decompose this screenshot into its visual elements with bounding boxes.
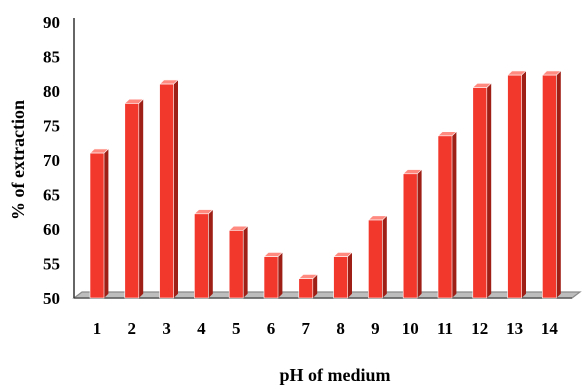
y-tick-label: 65 xyxy=(43,186,60,205)
bar-side xyxy=(417,169,422,298)
x-tick-label: 11 xyxy=(437,319,453,338)
bar-front xyxy=(333,256,348,299)
x-tick-label: 3 xyxy=(162,319,171,338)
bar-side xyxy=(347,252,352,298)
bar-side xyxy=(278,252,283,298)
bar xyxy=(506,70,527,299)
x-tick-label: 2 xyxy=(128,319,137,338)
x-tick-label: 7 xyxy=(302,319,311,338)
y-tick-label: 70 xyxy=(43,151,60,170)
x-tick-label: 1 xyxy=(93,319,102,338)
bar-side xyxy=(138,99,144,298)
x-tick-label: 13 xyxy=(506,319,523,338)
y-tick-label: 75 xyxy=(43,117,60,136)
bars xyxy=(89,70,562,299)
y-tick-label: 50 xyxy=(43,289,60,308)
bar-side xyxy=(208,209,213,298)
x-tick-label: 5 xyxy=(232,319,241,338)
x-tick-label: 14 xyxy=(541,319,559,338)
bar xyxy=(193,209,214,299)
chart-floor xyxy=(72,291,582,299)
bar-side xyxy=(521,70,526,299)
y-axis-title: % of extraction xyxy=(8,100,28,220)
bar-side xyxy=(486,83,492,298)
bar-front xyxy=(228,230,244,299)
y-tick-label: 60 xyxy=(43,220,60,239)
bar-front xyxy=(124,103,140,299)
bar-front xyxy=(437,135,453,299)
bar-front xyxy=(89,152,105,299)
y-tick-label: 55 xyxy=(43,255,60,274)
bar-front xyxy=(368,219,383,299)
x-axis-title: pH of medium xyxy=(279,365,390,385)
bar xyxy=(332,252,353,299)
y-tick-label: 80 xyxy=(43,82,60,101)
x-tick-label: 9 xyxy=(371,319,380,338)
x-tick-label: 10 xyxy=(402,319,419,338)
bar-front xyxy=(159,83,174,299)
bar-front xyxy=(263,256,279,299)
bar-side xyxy=(312,274,318,298)
bar-front xyxy=(194,213,209,299)
bar xyxy=(437,131,458,299)
bar-side xyxy=(104,148,109,298)
y-tick-label: 90 xyxy=(43,13,60,32)
bar xyxy=(263,252,284,299)
floor-plane xyxy=(72,291,582,299)
x-tick-label: 4 xyxy=(197,319,206,338)
bar-side xyxy=(243,226,248,298)
bar xyxy=(89,148,110,299)
bar xyxy=(472,83,492,299)
y-tick-labels: 50 55 60 65 70 75 80 85 90 xyxy=(43,13,60,308)
bar xyxy=(541,70,562,299)
x-tick-label: 8 xyxy=(336,319,345,338)
bar xyxy=(367,215,388,299)
bar-side xyxy=(382,215,387,298)
bar-side xyxy=(173,79,178,299)
bar-front xyxy=(542,74,557,299)
y-tick-label: 85 xyxy=(43,48,60,67)
x-tick-label: 12 xyxy=(471,319,488,338)
bar-front xyxy=(402,173,418,299)
bar xyxy=(298,274,318,299)
bar-side xyxy=(452,131,457,298)
bar xyxy=(402,169,423,299)
x-tick-label: 6 xyxy=(267,319,276,338)
bar xyxy=(228,225,249,299)
bar-front xyxy=(298,278,314,299)
bar-front xyxy=(507,74,522,299)
bar-front xyxy=(472,87,488,299)
bar xyxy=(124,98,144,299)
bar xyxy=(158,79,179,299)
bar-side xyxy=(556,70,561,299)
x-tick-labels: 1 2 3 4 5 6 7 8 9 10 11 12 13 14 xyxy=(93,319,559,338)
